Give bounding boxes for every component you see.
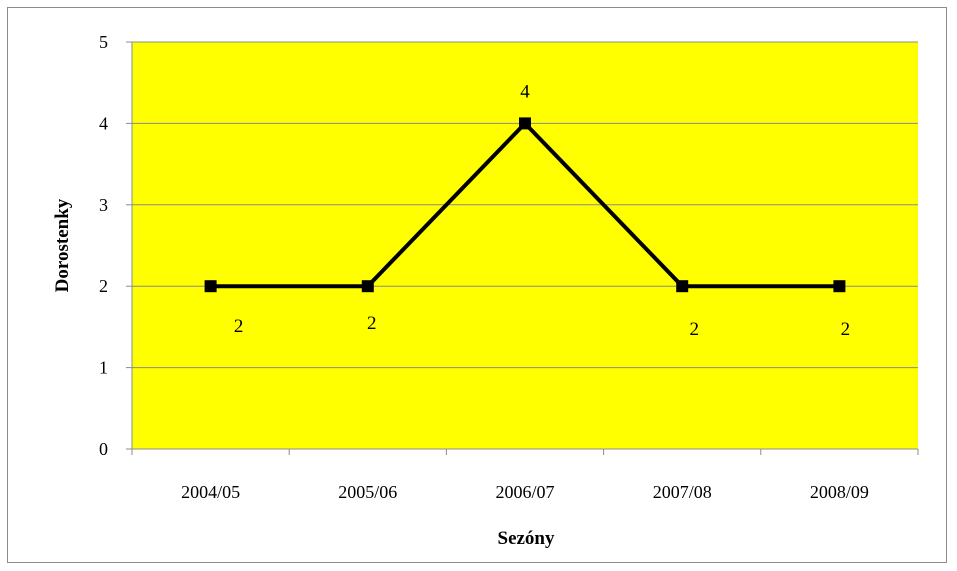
data-labels: 2 2 4 2 2	[234, 81, 850, 340]
x-tick-label-2004/05: 2004/05	[181, 482, 240, 502]
data-point-2005/06	[361, 280, 374, 293]
x-tick-label-2006/07: 2006/07	[495, 482, 554, 502]
plot-area	[132, 42, 918, 449]
x-tick-label-2007/08: 2007/08	[653, 482, 712, 502]
y-tick-label-2: 2	[99, 276, 108, 296]
data-label-2005/06: 2	[367, 313, 377, 334]
y-tick-label-5: 5	[99, 32, 108, 52]
axes	[131, 42, 919, 455]
data-point-2007/08	[676, 280, 689, 293]
data-label-2008/09: 2	[841, 319, 851, 340]
x-tick-labels: 2004/05 2005/06 2006/07 2007/08 2008/09	[181, 482, 869, 502]
x-axis-title: Sezóny	[498, 528, 556, 549]
data-point-2006/07	[519, 117, 531, 130]
y-tick-label-1: 1	[99, 358, 108, 378]
y-tick-label-3: 3	[99, 195, 108, 215]
y-axis-title: Dorostenky	[52, 198, 73, 292]
series	[204, 117, 846, 293]
data-point-2004/05	[204, 280, 217, 293]
y-tick-label-0: 0	[99, 439, 108, 459]
y-tick-label-4: 4	[99, 113, 108, 133]
y-tick-labels: 0 1 2 3 4 5	[99, 32, 108, 459]
x-tick-label-2008/09: 2008/09	[810, 482, 869, 502]
data-label-2004/05: 2	[234, 316, 244, 337]
x-tick-label-2005/06: 2005/06	[338, 482, 397, 502]
data-label-2006/07: 4	[520, 81, 530, 102]
data-label-2007/08: 2	[689, 319, 699, 340]
data-point-2008/09	[833, 280, 846, 293]
